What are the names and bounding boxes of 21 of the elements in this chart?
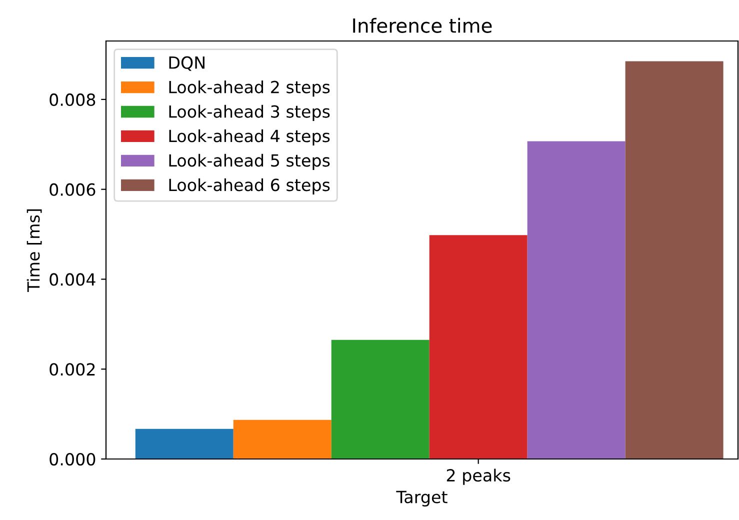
y-tick-label: 0.002 <box>50 363 95 376</box>
y-tick-label: 0.000 <box>50 452 96 466</box>
legend-label: Look-ahead 2 steps <box>169 80 330 97</box>
legend-label: Look-ahead 5 steps <box>169 154 330 170</box>
y-tick-label: 0.008 <box>50 93 96 106</box>
legend-label: DQN <box>169 56 204 71</box>
legend-label: Look-ahead 6 steps <box>169 178 330 194</box>
bar <box>527 141 626 459</box>
chart-title: Inference time <box>353 18 492 33</box>
y-axis-title: Time [ms] <box>26 209 42 292</box>
bar <box>625 61 724 459</box>
y-tick-label: 0.004 <box>50 273 96 286</box>
bar <box>233 420 332 459</box>
y-tick-label: 0.006 <box>50 183 96 196</box>
bar <box>135 428 234 459</box>
bar <box>429 235 528 459</box>
legend-label: Look-ahead 3 steps <box>169 104 330 122</box>
legend-label: Look-ahead 4 steps <box>169 129 330 146</box>
x-tick-label: 2 peaks <box>446 468 510 485</box>
x-axis-title: Target <box>396 490 448 507</box>
bar <box>331 340 430 459</box>
